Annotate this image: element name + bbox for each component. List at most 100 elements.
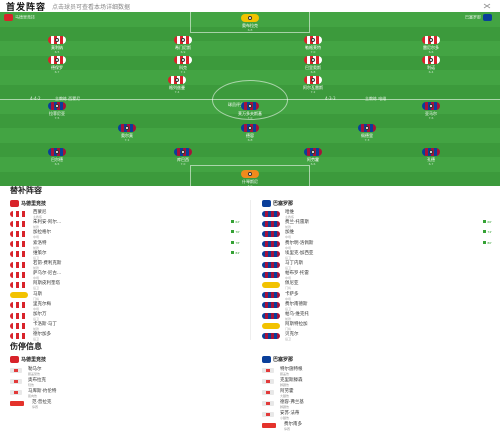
sub-row[interactable]: 朱利安·阿尔... 前锋 62' [10, 219, 240, 229]
sub-row[interactable]: 萨乌尔·尼古... 中场 [10, 270, 240, 280]
away-player[interactable]: 德容 6.8 [233, 124, 267, 142]
sub-row[interactable]: 卡萨多 中场 [262, 291, 492, 301]
home-player[interactable]: 利诺 6.4 [414, 56, 448, 74]
away-player[interactable]: 什琴斯尼 6.9 [233, 170, 267, 186]
sub-row[interactable]: 卡洛斯·马丁 前锋 [10, 321, 240, 331]
player-rating: 7.2 [310, 89, 316, 94]
sub-row[interactable]: 贝克尔 后卫 [262, 331, 492, 341]
sub-row[interactable]: 埃里克·加西亚 后卫 [262, 250, 492, 260]
sub-in-time: 78' [231, 241, 240, 245]
player-rating: 7.3 [364, 137, 370, 142]
sub-row[interactable]: 哈维 主教练 [262, 209, 492, 219]
sub-row[interactable]: 加维 中场 74' [262, 229, 492, 239]
jersey-icon [422, 36, 440, 44]
home-player[interactable]: 雷尼尔多 6.6 [414, 36, 448, 54]
injury-row[interactable]: 克里斯滕森 脚踝伤 [262, 377, 462, 388]
injury-row[interactable]: 奥布拉克 轻伤 [10, 377, 210, 388]
player-name: 孔德 [427, 157, 435, 162]
injury-row[interactable]: 马库斯·约伦特 肌肉伤 [10, 388, 210, 399]
sub-row[interactable]: 加尔万 后卫 [10, 311, 240, 321]
player-rating: 7.0 [247, 115, 253, 120]
player-rating: 6.6 [428, 49, 434, 54]
player-rating: 6.6 [310, 161, 316, 166]
sub-row[interactable]: 马斯 门将 [10, 291, 240, 301]
injury-row[interactable]: 范·普拉克 停赛 [10, 399, 210, 410]
player-name: 奥尔莫 [121, 133, 133, 138]
sub-position: 前锋 [33, 245, 40, 250]
sub-row[interactable]: 维策尔 后卫 84' [10, 250, 240, 260]
sub-position: 中场 [33, 306, 40, 311]
home-player[interactable]: 莫利纳 6.5 [40, 36, 74, 54]
sub-row[interactable]: 帕乌·维克托 前锋 [262, 311, 492, 321]
away-player[interactable]: 佩德里 7.3 [350, 124, 384, 142]
sub-row[interactable]: 索洛特 前锋 78' [10, 240, 240, 250]
home-player[interactable]: 巴里奥斯 6.8 [296, 56, 330, 74]
close-icon[interactable] [482, 3, 492, 9]
player-name: 佩德里 [361, 133, 373, 138]
sub-name: 哈维 [285, 210, 294, 215]
sub-row[interactable]: 马丁内斯 后卫 [262, 260, 492, 270]
sub-row[interactable]: 费兰·托雷斯 前锋 66' [262, 219, 492, 229]
player-rating: 6.9 [180, 49, 186, 54]
jersey-icon [168, 76, 186, 84]
away-formation: 4-3-3 [325, 96, 336, 101]
sub-row[interactable]: 佩尼亚 门将 [262, 280, 492, 290]
injury-reason: 停赛 [284, 427, 291, 431]
jersey-icon [262, 230, 280, 237]
away-player[interactable]: 库巴西 7.0 [166, 148, 200, 166]
injury-reason: 脚踝伤 [280, 383, 290, 387]
sub-row[interactable]: 帕布罗·托雷 中场 [262, 270, 492, 280]
jersey-icon [304, 56, 322, 64]
away-player[interactable]: 奥尔莫 7.1 [110, 124, 144, 142]
sub-in-time: 80' [483, 241, 492, 245]
jersey-icon [10, 220, 28, 227]
jersey-icon [358, 124, 376, 132]
injury-row[interactable]: 德容·弗兰基 脚踝伤 [262, 399, 462, 410]
sub-row[interactable]: 若昂·费利克斯 前锋 [10, 260, 240, 270]
player-name: 巴里奥斯 [305, 65, 321, 70]
home-player[interactable]: 勒格莱特 7.0 [296, 36, 330, 54]
injury-row[interactable]: 勒马尔 膝盖受伤 [10, 366, 210, 377]
player-name: 拉菲尼亚 [49, 111, 65, 116]
sub-name: 维策尔 [33, 250, 47, 256]
home-player[interactable]: 希门尼斯 6.9 [166, 36, 200, 54]
away-player[interactable]: 拉菲尼亚 7.5 [40, 102, 74, 120]
home-player[interactable]: 阿尔瓦雷斯 7.2 [296, 76, 330, 94]
injury-row[interactable]: 阿劳霍 大腿伤 [262, 388, 462, 399]
player-name: 格列兹曼 [169, 85, 185, 90]
injury-icon [10, 390, 22, 395]
sub-position: 门将 [285, 327, 292, 332]
sub-position: 主教练 [33, 215, 43, 219]
sub-position: 后卫 [33, 337, 40, 342]
away-player[interactable]: 孔德 6.7 [414, 148, 448, 166]
sub-row[interactable]: 阿斯特拉加 门将 [262, 321, 492, 331]
away-player[interactable]: 莱万多夫斯基 7.0 [233, 102, 267, 120]
player-rating: 6.8 [310, 69, 316, 74]
injury-reason: 小腿伤 [280, 416, 290, 420]
injury-reason: 膝盖受伤 [28, 372, 41, 376]
sub-row[interactable]: 德尔加多 后卫 [10, 331, 240, 341]
away-player[interactable]: 阿劳霍 6.6 [296, 148, 330, 166]
away-player[interactable]: 亚马尔 7.6 [414, 102, 448, 120]
home-player[interactable]: 德保罗 6.7 [40, 56, 74, 74]
away-player[interactable]: 巴尔德 6.5 [40, 148, 74, 166]
home-player[interactable]: 科克 7.1 [166, 56, 200, 74]
sub-row[interactable]: 费尔明·洛佩斯 中场 80' [262, 240, 492, 250]
injury-row[interactable]: 特尔施特根 膝盖伤 [262, 366, 462, 377]
home-player[interactable]: 格列兹曼 7.4 [160, 76, 194, 94]
sub-row[interactable]: 西蒙尼 主教练 [10, 209, 240, 219]
player-name: 阿尔瓦雷斯 [303, 85, 323, 90]
sub-row[interactable]: 费尔南德斯 后卫 [262, 301, 492, 311]
sub-row[interactable]: 加拉格尔 中场 70' [10, 229, 240, 239]
sub-row[interactable]: 阿斯皮利奎塔 后卫 [10, 280, 240, 290]
home-player[interactable]: 奥布拉克 6.8 [233, 14, 267, 32]
injury-row[interactable]: 费尔南多 停赛 [262, 421, 462, 432]
sub-name: 西蒙尼 [33, 210, 47, 215]
sub-name: 费尔南德斯 [285, 301, 308, 307]
injury-row[interactable]: 安苏·法蒂 小腿伤 [262, 410, 462, 421]
sub-row[interactable]: 里克尔梅 中场 [10, 301, 240, 311]
player-rating: 6.7 [54, 69, 60, 74]
sub-name: 马斯 [33, 291, 42, 297]
injury-reason: 大腿伤 [280, 394, 290, 398]
injury-player-name: 特尔施特根 [280, 367, 303, 372]
